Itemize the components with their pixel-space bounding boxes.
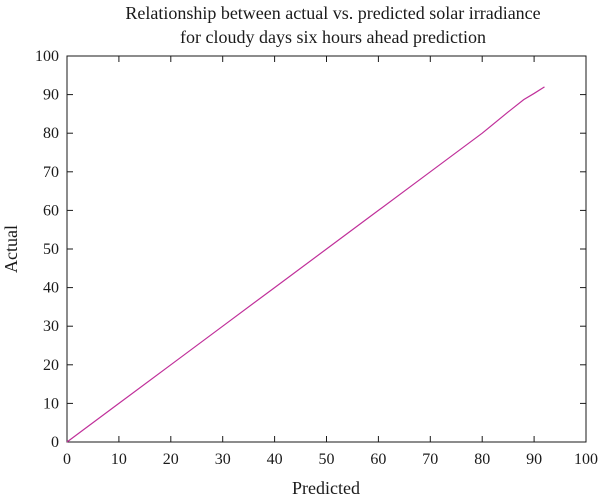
- y-tick-label: 80: [43, 125, 59, 142]
- x-tick-label: 80: [474, 451, 490, 468]
- y-tick-label: 10: [43, 395, 59, 412]
- x-tick-label: 20: [163, 451, 179, 468]
- chart-title-line-1: Relationship between actual vs. predicte…: [125, 3, 540, 23]
- x-tick-label: 70: [422, 451, 438, 468]
- x-tick-label: 40: [267, 451, 283, 468]
- series-line: [66, 86, 545, 443]
- y-axis: 0 10 20 30 40 50 60 70 80 90 100: [35, 48, 586, 451]
- y-tick-label: 100: [35, 48, 59, 65]
- x-tick-label: 0: [63, 451, 71, 468]
- x-tick-label: 50: [319, 451, 335, 468]
- y-tick-label: 70: [43, 164, 59, 181]
- x-tick-label: 10: [111, 451, 127, 468]
- chart-title-line-2: for cloudy days six hours ahead predicti…: [180, 27, 486, 47]
- series-layer: [66, 86, 545, 443]
- x-tick-label: 90: [526, 451, 542, 468]
- y-tick-label: 60: [43, 202, 59, 219]
- x-tick-label: 100: [574, 451, 598, 468]
- y-axis-label: Actual: [1, 225, 21, 273]
- y-tick-label: 0: [51, 434, 59, 451]
- y-tick-label: 30: [43, 318, 59, 335]
- x-axis-label: Predicted: [292, 478, 360, 498]
- x-tick-label: 60: [370, 451, 386, 468]
- y-tick-label: 90: [43, 87, 59, 104]
- y-tick-label: 40: [43, 280, 59, 297]
- y-tick-label: 20: [43, 357, 59, 374]
- y-tick-label: 50: [43, 241, 59, 258]
- x-tick-label: 30: [215, 451, 231, 468]
- x-axis: 0 10 20 30 40 50 60 70 80 90 100: [63, 56, 598, 468]
